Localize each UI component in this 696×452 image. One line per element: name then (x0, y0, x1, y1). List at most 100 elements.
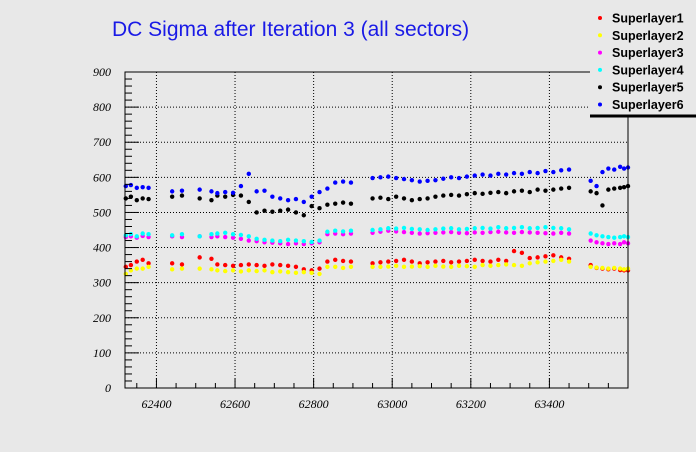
data-point (472, 264, 477, 270)
y-tick-label: 900 (93, 65, 111, 79)
data-point (464, 226, 470, 232)
data-point (230, 232, 236, 237)
data-point (588, 189, 593, 194)
data-point (386, 264, 391, 269)
data-point (535, 187, 540, 192)
legend-label: Superlayer3 (612, 46, 684, 60)
data-point (600, 265, 605, 271)
data-point (472, 230, 477, 235)
data-point (333, 257, 338, 263)
data-point (441, 230, 446, 235)
data-point (378, 175, 383, 180)
data-point (480, 258, 485, 264)
data-point (401, 257, 407, 263)
data-point (223, 268, 228, 274)
data-point (215, 268, 220, 273)
legend-marker (598, 33, 602, 38)
data-points (123, 164, 631, 277)
data-point (179, 232, 185, 237)
data-point (551, 187, 556, 192)
data-point (378, 260, 383, 265)
data-point (409, 177, 415, 183)
data-point (262, 268, 267, 273)
data-point (606, 241, 611, 247)
data-point (566, 227, 572, 232)
data-point (169, 233, 175, 238)
data-point (209, 256, 214, 261)
data-point (566, 259, 572, 264)
y-tick-label: 600 (93, 170, 111, 184)
data-point (285, 207, 291, 212)
data-point (278, 269, 283, 274)
data-point (179, 266, 185, 271)
data-point (370, 261, 375, 266)
legend-label: Superlayer6 (612, 98, 684, 112)
legend-marker (598, 16, 602, 20)
data-point (433, 230, 438, 236)
data-point (285, 263, 291, 269)
data-point (340, 258, 346, 264)
x-tick-label: 63200 (456, 397, 486, 411)
data-point (425, 178, 430, 184)
data-point (215, 190, 220, 196)
data-point (230, 268, 236, 273)
data-point (621, 267, 627, 272)
data-point (246, 199, 251, 205)
data-point (254, 262, 259, 268)
data-point (621, 234, 627, 239)
data-point (293, 196, 299, 202)
data-point (551, 253, 556, 258)
data-point (456, 227, 462, 232)
data-point (606, 266, 611, 271)
data-point (293, 210, 299, 215)
data-point (588, 238, 593, 243)
data-point (480, 262, 485, 268)
data-point (464, 258, 470, 264)
data-point (179, 193, 185, 198)
data-point (348, 259, 354, 264)
data-point (558, 230, 564, 236)
legend-label: Superlayer4 (612, 63, 684, 77)
data-point (409, 259, 415, 264)
data-point (488, 263, 493, 269)
data-point (558, 186, 564, 191)
data-point (448, 192, 454, 198)
data-point (223, 189, 228, 195)
data-point (503, 258, 509, 264)
data-point (448, 229, 454, 235)
data-point (309, 270, 314, 276)
data-point (600, 241, 605, 246)
data-point (309, 203, 314, 209)
data-point (472, 257, 477, 263)
data-point (409, 230, 415, 236)
data-point (496, 171, 501, 177)
data-point (527, 169, 532, 175)
data-point (488, 190, 493, 195)
data-point (566, 167, 572, 172)
data-point (511, 248, 517, 254)
data-point (230, 263, 236, 269)
data-point (588, 231, 593, 236)
data-point (197, 255, 202, 260)
data-point (600, 169, 605, 175)
data-point (215, 262, 220, 267)
data-point (417, 263, 422, 269)
data-point (215, 231, 220, 236)
data-point (386, 226, 391, 231)
data-point (551, 258, 556, 264)
data-point (262, 237, 267, 243)
data-point (594, 190, 599, 196)
data-point (254, 236, 259, 241)
x-tick-label: 63000 (377, 397, 407, 411)
data-point (496, 257, 501, 263)
data-point (612, 186, 617, 191)
data-point (209, 189, 214, 194)
data-point (441, 176, 446, 181)
data-point (551, 231, 556, 236)
data-point (238, 262, 244, 268)
data-point (340, 265, 346, 271)
data-point (278, 196, 283, 201)
data-point (348, 228, 354, 233)
data-point (488, 229, 493, 235)
data-point (448, 226, 454, 231)
